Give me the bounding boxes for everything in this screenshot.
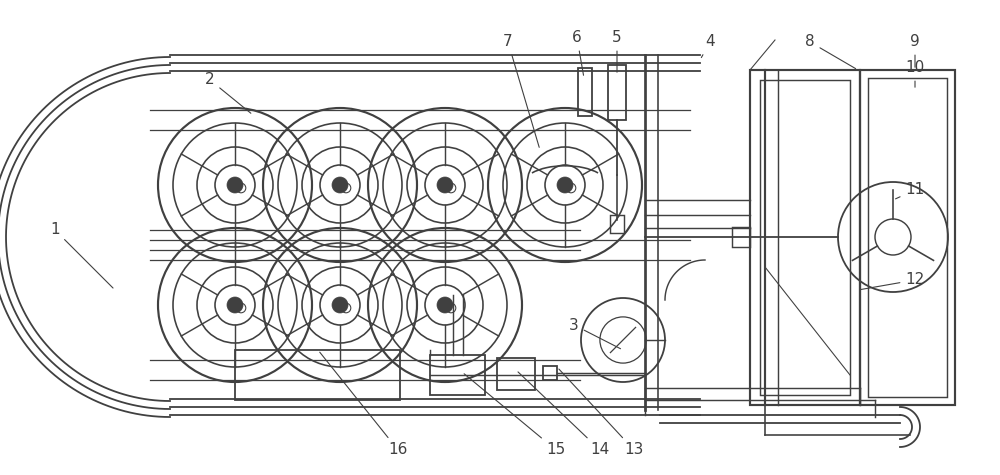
Text: 8: 8	[805, 35, 856, 68]
Circle shape	[227, 297, 243, 313]
Bar	[430, 355, 485, 395]
Bar	[610, 215, 624, 233]
Text: 11: 11	[896, 182, 925, 199]
Text: 1: 1	[50, 222, 113, 288]
Text: 9: 9	[910, 35, 920, 67]
Text: 7: 7	[503, 35, 539, 147]
Bar	[750, 70, 860, 405]
Bar	[732, 227, 750, 247]
Bar	[578, 68, 592, 116]
Text: 5: 5	[612, 30, 622, 72]
Circle shape	[437, 297, 453, 313]
Text: 14: 14	[518, 372, 610, 457]
Bar	[543, 366, 557, 380]
Text: 2: 2	[205, 73, 251, 113]
Circle shape	[557, 177, 573, 193]
Circle shape	[332, 297, 348, 313]
Text: 16: 16	[320, 352, 408, 457]
Bar	[860, 70, 955, 405]
Text: 4: 4	[701, 35, 715, 57]
Text: 15: 15	[464, 374, 566, 457]
Bar	[868, 78, 947, 397]
Bar	[235, 350, 400, 400]
Circle shape	[332, 177, 348, 193]
Bar	[760, 80, 850, 395]
Text: 3: 3	[569, 317, 621, 349]
Bar	[497, 358, 535, 390]
Text: 6: 6	[572, 30, 584, 75]
Text: 13: 13	[559, 369, 644, 457]
Bar	[608, 65, 626, 120]
Text: 12: 12	[861, 273, 925, 290]
Circle shape	[437, 177, 453, 193]
Circle shape	[227, 177, 243, 193]
Text: 10: 10	[905, 60, 925, 87]
